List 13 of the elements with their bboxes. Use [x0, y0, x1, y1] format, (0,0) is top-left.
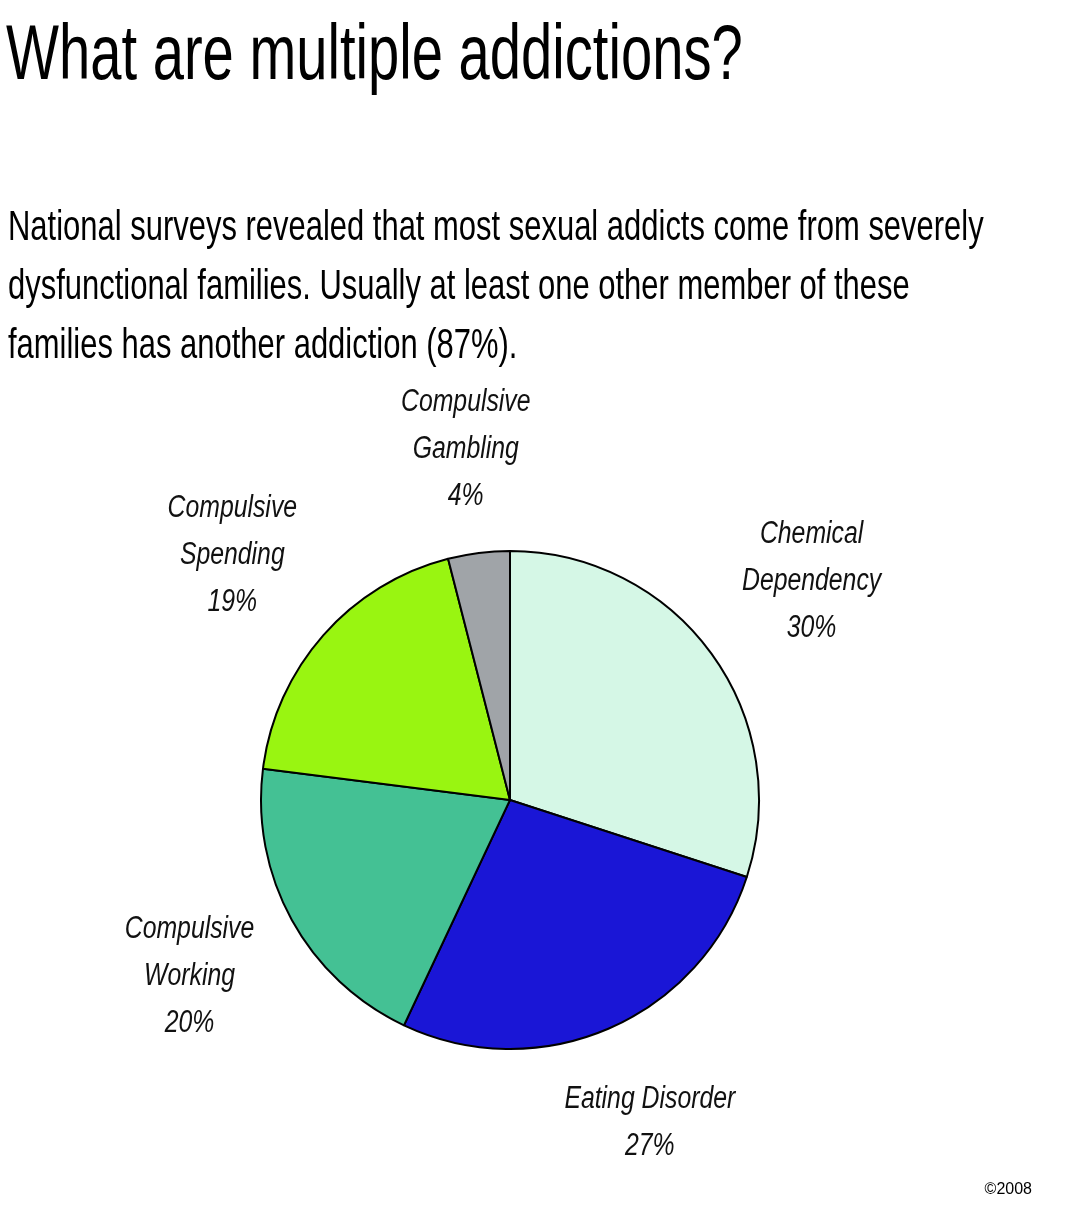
slice-label: Compulsive Gambling	[400, 383, 531, 465]
data-label: 27%	[624, 1127, 675, 1162]
data-label: 20%	[163, 1004, 215, 1039]
text: ©2008	[984, 1180, 1032, 1197]
chart-title: What are multiple addictions?	[6, 8, 743, 96]
slice-label: Chemical Dependency	[741, 514, 883, 597]
chart-subtitle: National surveys revealed that most sexual addicts come from severely dysfunctional families. Usually at least one other member of these families has another addiction (87%).	[8, 201, 984, 367]
slice-label: Compulsive Spending	[167, 489, 298, 571]
data-label: 4%	[447, 477, 484, 512]
slice-label: Compulsive Working	[124, 910, 255, 992]
slice-label: Eating Disorder	[564, 1080, 737, 1115]
data-label: 19%	[207, 583, 258, 618]
data-label: 30%	[786, 608, 837, 644]
